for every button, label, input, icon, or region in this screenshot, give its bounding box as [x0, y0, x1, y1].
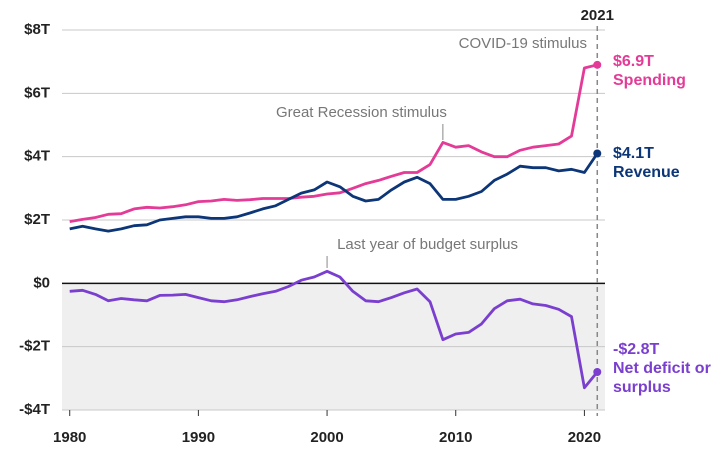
x-tick-label: 2010: [439, 429, 472, 446]
value-label: -$2.8T: [613, 341, 660, 358]
y-tick-label: -$4T: [19, 401, 50, 418]
x-tick-label: 1990: [182, 429, 215, 446]
end-point: [593, 368, 602, 376]
series-line: [69, 63, 598, 223]
series-name: Revenue: [613, 164, 680, 181]
highlight-label: 2021: [581, 7, 614, 24]
y-tick-label: $4T: [24, 148, 50, 165]
series-label: $4.1T Revenue: [613, 144, 713, 182]
series-name: Net deficit or surplus: [613, 360, 711, 396]
y-tick-label: $0: [33, 274, 50, 291]
annotation: COVID-19 stimulus: [459, 35, 587, 52]
series-line: [69, 152, 599, 233]
series-label: $6.9T Spending: [613, 52, 713, 90]
series-label: -$2.8T Net deficit or surplus: [613, 340, 713, 397]
x-tick-label: 2020: [568, 429, 601, 446]
y-tick-label: -$2T: [19, 338, 50, 355]
end-point: [593, 149, 602, 158]
series-name: Spending: [613, 72, 686, 89]
y-tick-label: $6T: [24, 84, 50, 101]
value-label: $6.9T: [613, 53, 654, 70]
annotation: Last year of budget surplus: [337, 236, 518, 253]
x-tick-label: 1980: [53, 429, 86, 446]
y-tick-label: $2T: [24, 211, 50, 228]
end-point: [593, 60, 602, 69]
x-tick-label: 2000: [310, 429, 343, 446]
annotation: Great Recession stimulus: [276, 104, 447, 121]
series-line: [69, 269, 599, 390]
y-tick-label: $8T: [24, 21, 50, 38]
value-label: $4.1T: [613, 145, 654, 162]
